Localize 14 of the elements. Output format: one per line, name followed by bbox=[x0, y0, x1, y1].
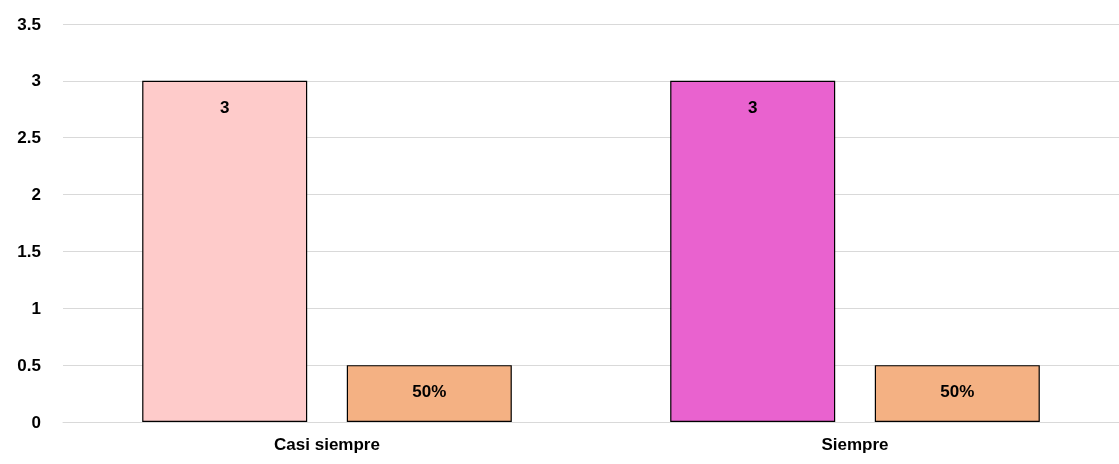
data-label: 50% bbox=[940, 382, 975, 402]
y-tick-label: 3.5 bbox=[17, 14, 41, 34]
y-tick-label: 2 bbox=[31, 185, 41, 205]
data-label: 50% bbox=[412, 382, 447, 402]
y-tick-label: 2.5 bbox=[17, 128, 41, 148]
y-tick-label: 0 bbox=[31, 412, 41, 432]
y-tick-label: 1 bbox=[31, 298, 41, 318]
data-label: 3 bbox=[219, 97, 230, 117]
y-tick-label: 1.5 bbox=[17, 241, 41, 261]
data-label: 3 bbox=[747, 97, 758, 117]
y-tick-label: 0.5 bbox=[17, 355, 41, 375]
y-tick-label: 3 bbox=[31, 71, 41, 91]
x-tick-label: Siempre bbox=[821, 435, 889, 454]
x-tick-label: Casi siempre bbox=[274, 435, 380, 454]
